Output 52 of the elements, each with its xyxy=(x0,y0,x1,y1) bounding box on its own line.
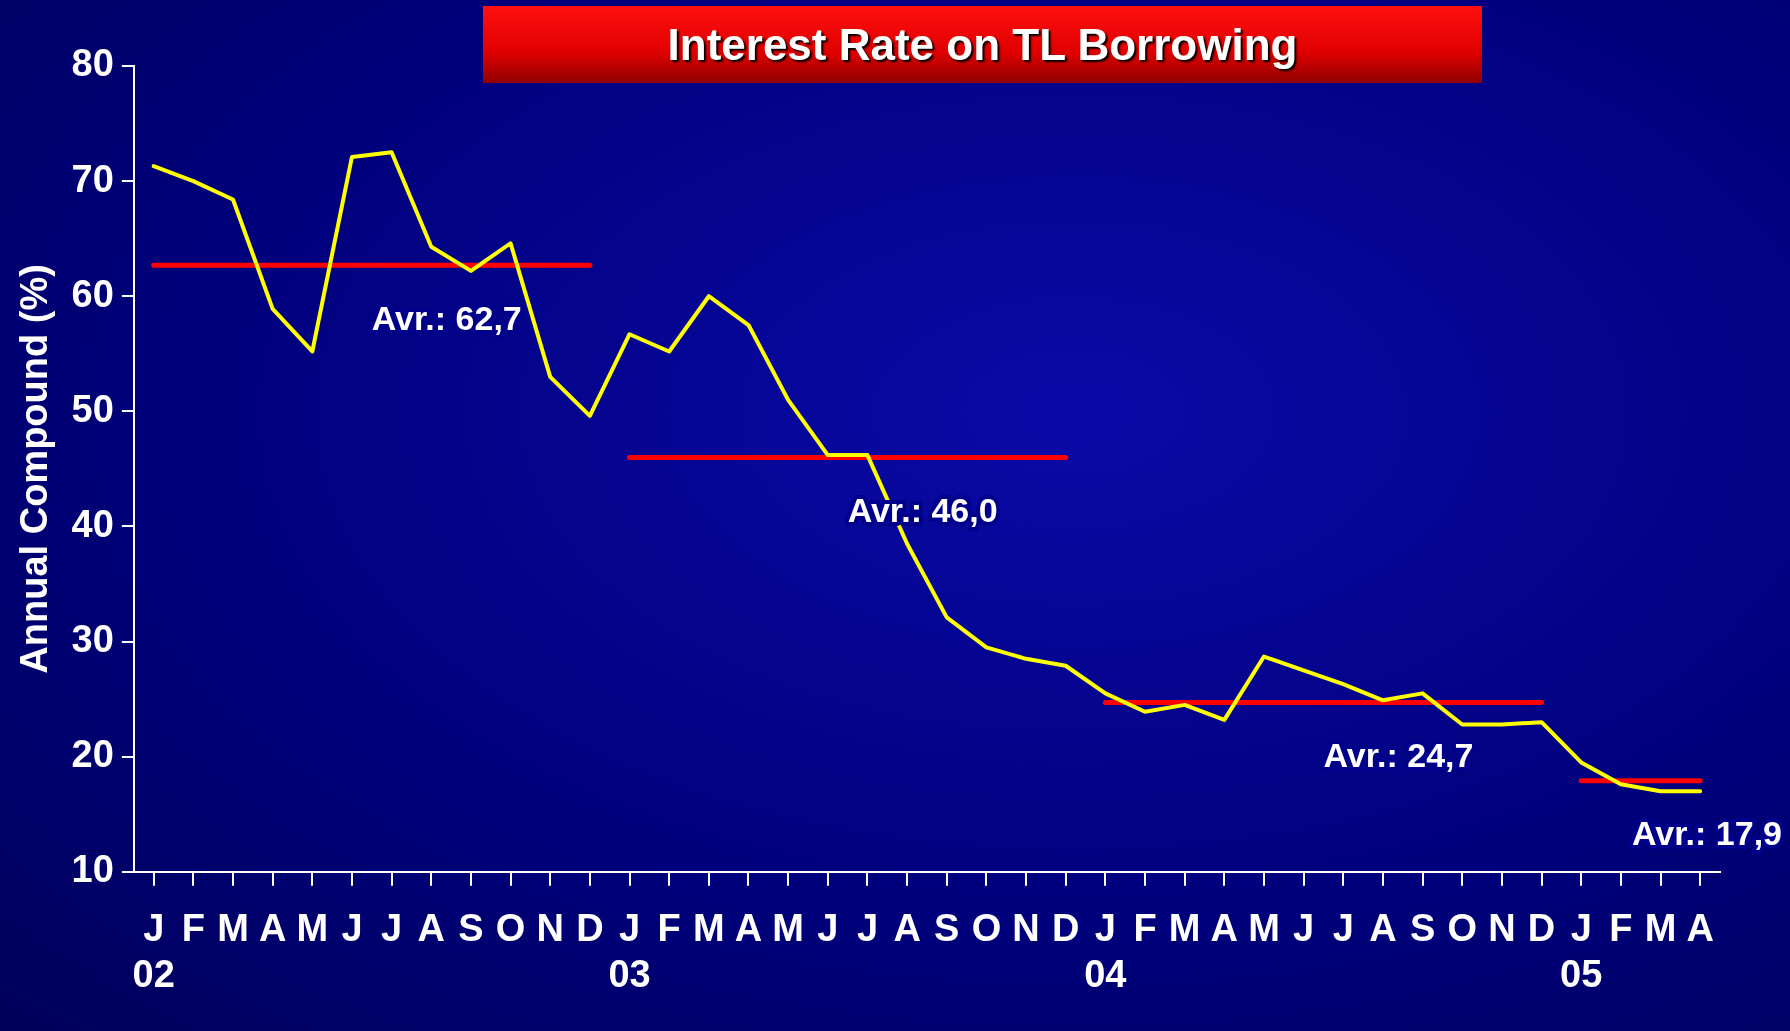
series-label: Avr.: 17,9 xyxy=(1632,814,1783,853)
x-tick-label: M xyxy=(296,907,329,950)
y-tick-label: 80 xyxy=(71,42,114,85)
x-tick-label: F xyxy=(181,907,205,950)
x-tick-label: D xyxy=(1527,907,1556,950)
x-tick-label: S xyxy=(1409,907,1436,950)
x-tick-label: O xyxy=(971,907,1002,950)
x-tick-label: O xyxy=(1447,907,1478,950)
y-tick-label: 40 xyxy=(71,502,114,545)
x-tick-label: D xyxy=(576,907,604,950)
series-label: Avr.: 62,7 xyxy=(371,298,522,337)
x-tick-label: O xyxy=(495,907,526,950)
x-tick-label: S xyxy=(934,907,960,950)
x-tick-label: J xyxy=(341,907,363,950)
x-tick-label: J xyxy=(1332,907,1354,950)
x-tick-label: M xyxy=(1644,907,1677,950)
x-tick-label: N xyxy=(1012,907,1040,950)
x-tick-label: F xyxy=(1133,907,1157,950)
x-tick-label: M xyxy=(693,907,725,950)
x-tick-label: A xyxy=(734,907,763,950)
x-tick-label: J 05 xyxy=(1560,907,1603,995)
x-tick-label: A xyxy=(258,907,287,950)
x-tick-label: J xyxy=(381,907,403,950)
y-tick-label: 20 xyxy=(71,733,114,776)
x-tick-label: J 03 xyxy=(608,907,651,995)
x-tick-label: J 04 xyxy=(1084,907,1127,995)
y-tick-label: 50 xyxy=(71,387,114,430)
x-tick-label: J xyxy=(856,907,879,950)
series-label: Avr.: 24,7 xyxy=(1323,735,1474,774)
x-tick-label: J 02 xyxy=(132,907,175,995)
x-tick-label: D xyxy=(1051,907,1080,950)
y-tick-label: 30 xyxy=(71,618,114,661)
x-tick-label: J xyxy=(1293,907,1315,950)
y-axis-title: Annual Compound (%) xyxy=(13,264,56,674)
x-tick-label: A xyxy=(1210,907,1239,950)
x-tick-label: F xyxy=(657,907,681,950)
x-tick-label: M xyxy=(1168,907,1201,950)
y-tick-label: 60 xyxy=(71,272,114,315)
x-tick-label: M xyxy=(1248,907,1280,950)
x-tick-label: A xyxy=(417,907,445,950)
y-tick-label: 70 xyxy=(71,157,114,200)
x-tick-label: M xyxy=(217,907,249,950)
x-tick-label: A xyxy=(1686,907,1714,950)
x-tick-label: S xyxy=(458,907,484,950)
y-tick-label: 10 xyxy=(71,848,114,891)
x-tick-label: J xyxy=(817,907,839,950)
x-tick-label: N xyxy=(1488,907,1516,950)
x-tick-label: A xyxy=(1369,907,1397,950)
x-tick-label: F xyxy=(1609,907,1633,950)
x-tick-label: M xyxy=(772,907,804,950)
x-tick-label: A xyxy=(893,907,921,950)
x-tick-label: N xyxy=(536,907,564,950)
